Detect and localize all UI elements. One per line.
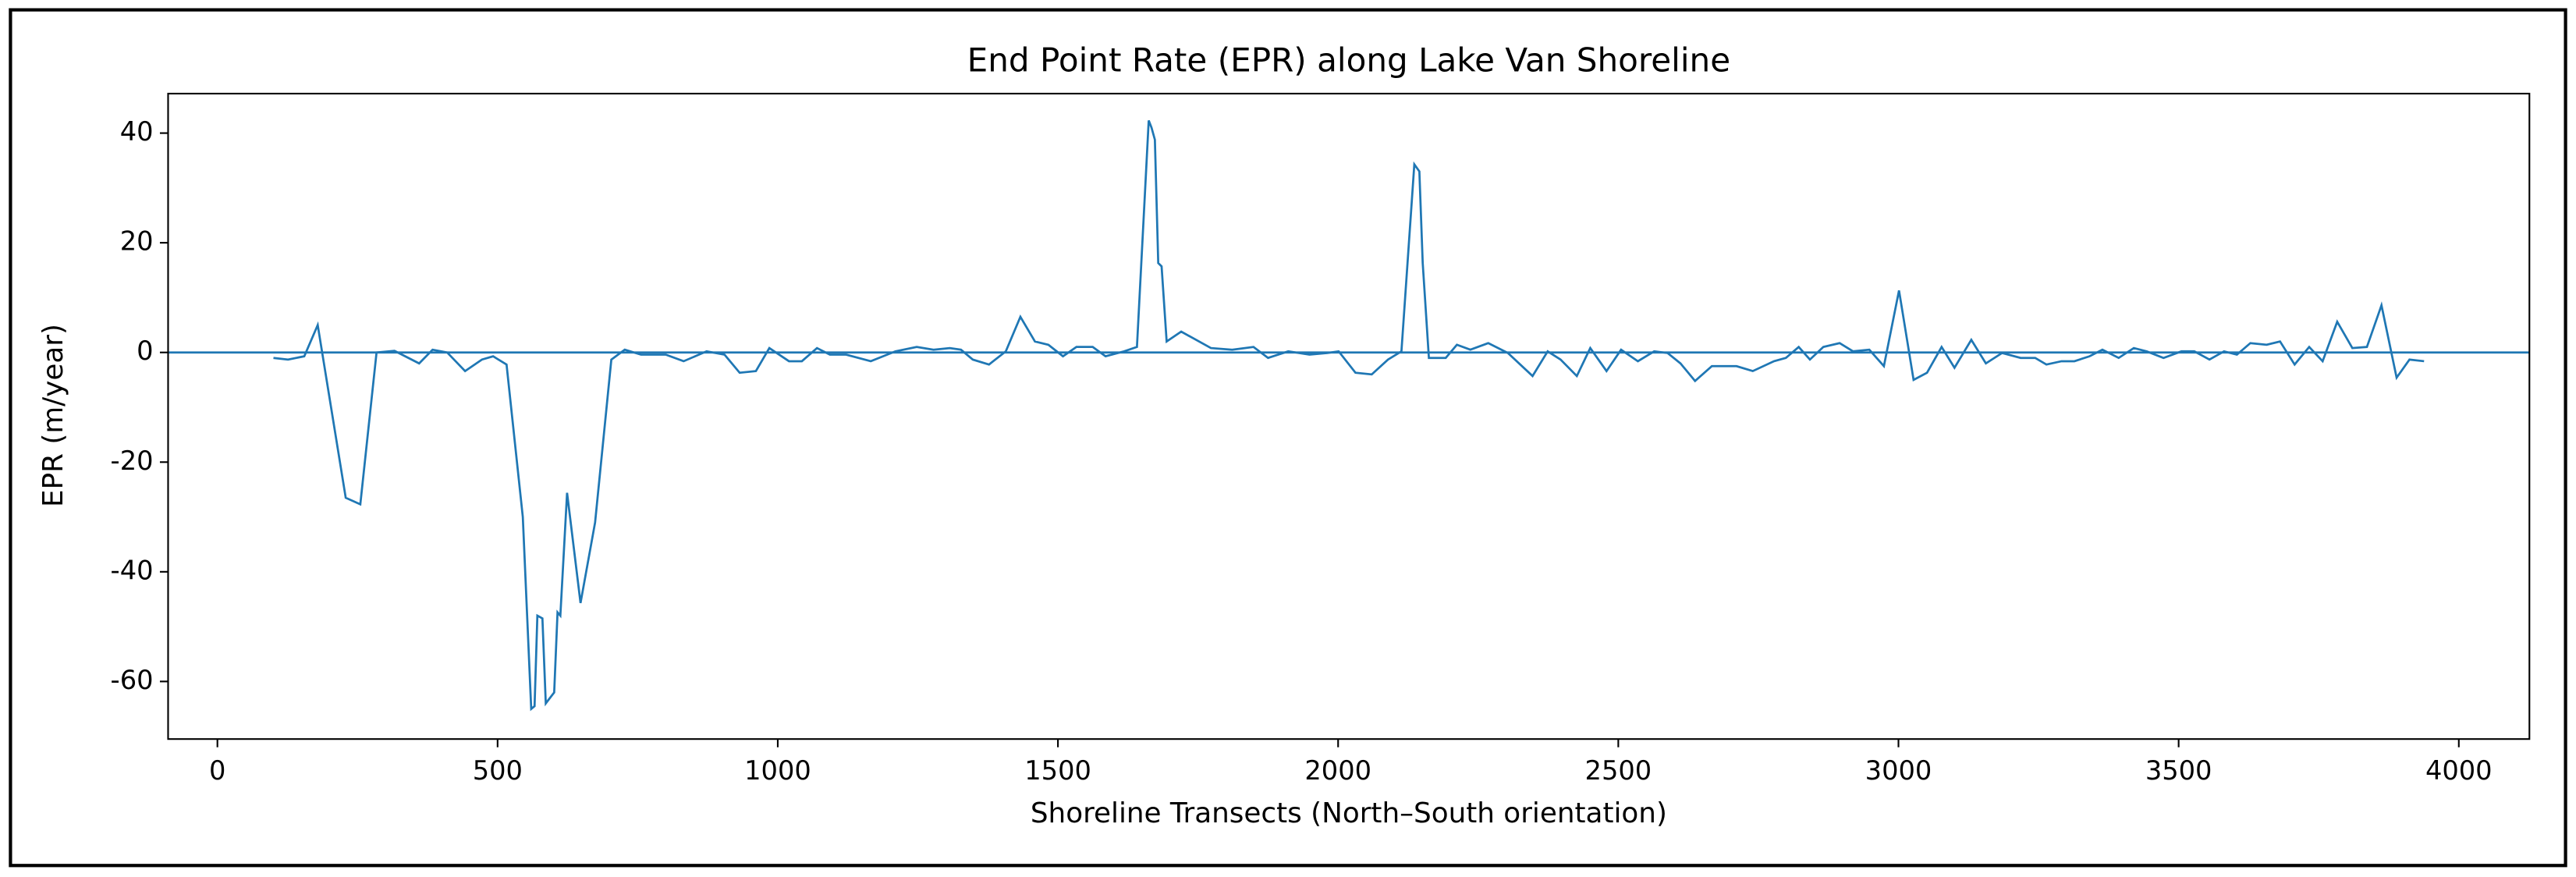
x-tick-label: 2500 bbox=[1585, 755, 1652, 786]
y-axis-label: EPR (m/year) bbox=[37, 324, 69, 507]
y-tick-label: 0 bbox=[137, 336, 153, 366]
x-tick-label: 0 bbox=[209, 755, 225, 786]
y-tick-label: -40 bbox=[111, 555, 154, 585]
x-tick-label: 4000 bbox=[2425, 755, 2493, 786]
x-axis-label: Shoreline Transects (North–South orienta… bbox=[1031, 797, 1667, 829]
y-tick-label: -60 bbox=[111, 665, 154, 695]
frame bbox=[9, 8, 2567, 868]
x-tick-label: 3000 bbox=[1865, 755, 1932, 786]
x-tick-label: 1000 bbox=[744, 755, 811, 786]
x-tick-label: 1500 bbox=[1024, 755, 1091, 786]
x-tick-label: 3500 bbox=[2145, 755, 2212, 786]
y-tick-label: 20 bbox=[120, 226, 154, 257]
chart-title: End Point Rate (EPR) along Lake Van Shor… bbox=[967, 41, 1730, 79]
y-tick-label: -20 bbox=[111, 446, 154, 476]
data-line bbox=[273, 119, 2425, 712]
y-tick-label: 40 bbox=[120, 116, 154, 147]
x-tick-label: 2000 bbox=[1304, 755, 1371, 786]
x-tick-label: 500 bbox=[473, 755, 523, 786]
plot-area bbox=[167, 92, 2531, 740]
